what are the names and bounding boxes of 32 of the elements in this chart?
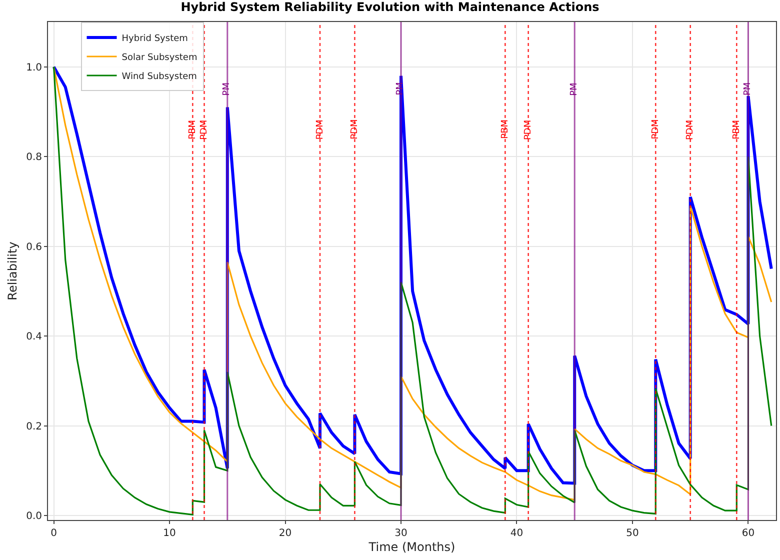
- chart-title: Hybrid System Reliability Evolution with Maintenance Actions: [180, 0, 600, 14]
- ref-line-label: PBM: [732, 120, 742, 140]
- ref-line-label: PDM: [315, 120, 326, 140]
- y-tick-label: 0.0: [26, 511, 42, 522]
- ref-line-label: PBM: [500, 119, 510, 139]
- ref-line-label: PDM: [650, 119, 661, 140]
- ref-line-label: PBM: [188, 120, 198, 140]
- x-tick-label: 30: [394, 528, 408, 539]
- y-tick-label: 0.2: [26, 421, 42, 432]
- x-axis-title: Time (Months): [368, 540, 456, 554]
- y-tick-label: 0.6: [26, 242, 42, 253]
- ref-line-label: PM: [222, 82, 232, 96]
- ref-line-label: PM: [569, 82, 580, 96]
- x-tick-label: 50: [626, 528, 639, 539]
- ref-line-label: PM: [742, 82, 753, 96]
- y-tick-label: 1.0: [26, 62, 42, 74]
- y-tick-label: 0.8: [26, 152, 42, 164]
- ref-line-label: PDM: [524, 120, 534, 140]
- legend-label: Hybrid System: [122, 34, 188, 44]
- ref-line-label: PDM: [686, 120, 696, 140]
- ref-line-label: PM: [396, 82, 406, 96]
- x-tick-label: 10: [163, 528, 176, 539]
- x-tick-label: 40: [510, 528, 524, 539]
- ref-line-label: PDM: [200, 120, 210, 140]
- ref-line-label: PDM: [350, 119, 360, 140]
- y-tick-label: 0.4: [26, 332, 42, 343]
- legend-label: Solar Subsystem: [122, 53, 198, 64]
- legend-label: Wind Subsystem: [122, 72, 197, 82]
- x-tick-label: 20: [278, 528, 292, 539]
- x-tick-label: 0: [50, 528, 57, 539]
- y-axis-title: Reliability: [5, 242, 20, 300]
- x-tick-label: 60: [742, 528, 755, 539]
